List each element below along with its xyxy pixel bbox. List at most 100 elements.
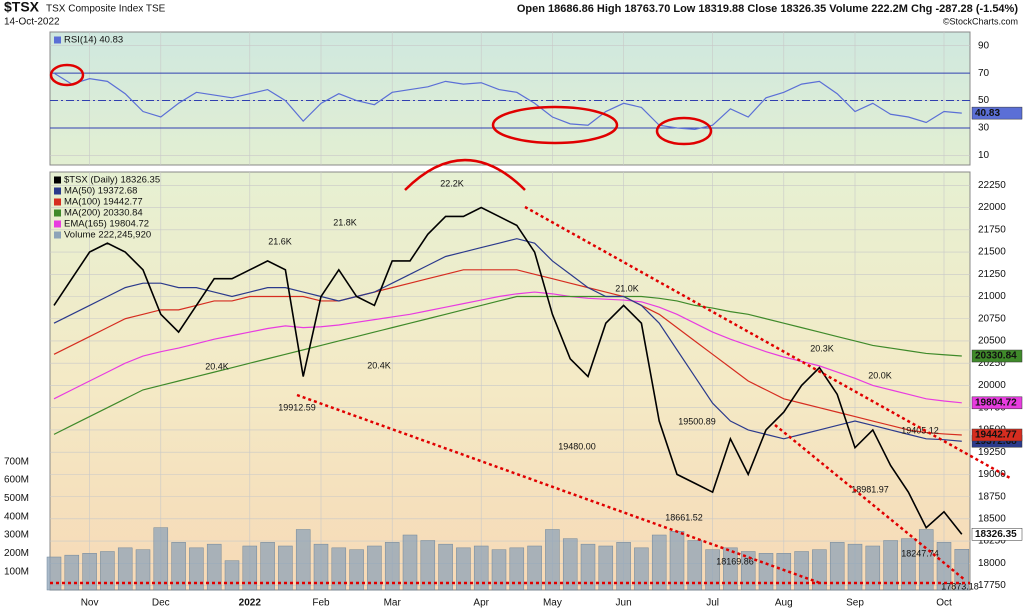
value-tag-label: 18326.35 bbox=[975, 529, 1017, 540]
volume-bar bbox=[491, 549, 507, 591]
y-tick-label: 22000 bbox=[978, 202, 1006, 213]
value-tag bbox=[971, 106, 1023, 120]
y-tick-label: 20500 bbox=[978, 336, 1006, 347]
y-tick-label: 17750 bbox=[978, 580, 1006, 591]
volume-bar bbox=[473, 545, 489, 591]
value-tag-label: 20330.84 bbox=[975, 351, 1017, 362]
price-annotation: 18981.97 bbox=[851, 484, 889, 494]
volume-bar bbox=[758, 553, 774, 591]
price-annotation: 18247.74 bbox=[901, 548, 939, 558]
legend-swatch bbox=[54, 187, 61, 195]
y-tick-label: 70 bbox=[978, 68, 990, 79]
y-tick-label: 18750 bbox=[978, 491, 1006, 502]
y-tick-label: 30 bbox=[978, 123, 990, 134]
x-tick-label: Mar bbox=[384, 598, 402, 609]
trend-line bbox=[296, 393, 821, 585]
x-tick-label: Dec bbox=[152, 598, 170, 609]
volume-bar bbox=[829, 542, 845, 591]
price-annotation: 19912.59 bbox=[278, 402, 316, 412]
volume-bar bbox=[598, 545, 614, 591]
x-tick-label: Jun bbox=[616, 598, 632, 609]
volume-bar bbox=[545, 529, 560, 591]
value-tag-label: 19804.72 bbox=[975, 397, 1017, 408]
volume-bar bbox=[295, 529, 311, 591]
volume-bar bbox=[135, 549, 151, 591]
y-tick-label: 50 bbox=[978, 95, 990, 106]
value-tag-label: 19372.68 bbox=[975, 436, 1017, 447]
volume-bar bbox=[384, 542, 400, 591]
y2-tick-label: 200M bbox=[4, 548, 29, 559]
price-annotation: 21.6K bbox=[268, 236, 292, 246]
volume-bar bbox=[812, 549, 827, 591]
marks: 10 30 50 70 90 RSI(14) 40.83 40.83 Nov Dec 2022 Fe… bbox=[4, 32, 1023, 609]
volume-bar bbox=[64, 554, 80, 591]
value-tag-label: 40.83 bbox=[975, 108, 1000, 119]
y-tick-label: 19250 bbox=[978, 447, 1006, 458]
volume-bar bbox=[402, 534, 418, 591]
volume-bar bbox=[562, 538, 578, 591]
value-tag bbox=[971, 349, 1023, 363]
x-tick-label: May bbox=[543, 598, 562, 609]
trend-line bbox=[524, 205, 1011, 480]
price-annotation: 20.4K bbox=[205, 361, 229, 371]
volume-bar bbox=[509, 547, 525, 591]
volume-bar bbox=[580, 543, 596, 591]
volume-bar bbox=[367, 545, 382, 591]
volume-bar bbox=[651, 534, 667, 591]
volume-bar bbox=[349, 549, 364, 591]
y2-tick-label: 400M bbox=[4, 511, 29, 522]
volume-bar bbox=[278, 545, 293, 591]
volume-bar bbox=[616, 542, 631, 591]
y2-tick-label: 100M bbox=[4, 566, 29, 577]
legend-label: MA(100) 19442.77 bbox=[64, 197, 143, 208]
y-tick-label: 18250 bbox=[978, 536, 1006, 547]
price-panel bbox=[49, 171, 971, 591]
volume-bar bbox=[847, 543, 863, 591]
price-annotation: 18169.86 bbox=[716, 556, 754, 566]
volume-bar bbox=[171, 542, 186, 591]
x-tick-label: Jul bbox=[706, 598, 719, 609]
legend-label: MA(50) 19372.68 bbox=[64, 186, 137, 197]
volume-bar bbox=[100, 551, 115, 591]
x-tick-label: Feb bbox=[312, 598, 330, 609]
y-tick-label: 20250 bbox=[978, 358, 1006, 369]
volume-bar bbox=[117, 547, 133, 591]
volume-bar bbox=[865, 545, 881, 591]
y2-tick-label: 600M bbox=[4, 475, 29, 486]
value-tag-label: 19442.77 bbox=[975, 430, 1017, 441]
legend-swatch bbox=[54, 220, 61, 228]
price-annotation: 19405.12 bbox=[901, 425, 939, 435]
legend-label: MA(200) 20330.84 bbox=[64, 208, 143, 219]
x-tick-label: Sep bbox=[846, 598, 864, 609]
price-annotation: 20.3K bbox=[810, 343, 834, 353]
series-line bbox=[53, 295, 962, 435]
volume-bar bbox=[527, 545, 542, 591]
price-annotation: 20.4K bbox=[367, 360, 391, 370]
price-annotation: 17873.18 bbox=[941, 581, 979, 591]
volume-bar bbox=[438, 543, 453, 591]
volume-bar bbox=[705, 549, 720, 591]
volume-bar bbox=[206, 543, 222, 591]
credit: ©StockCharts.com bbox=[943, 16, 1018, 26]
x-tick-label: Apr bbox=[473, 598, 489, 609]
y-tick-label: 18000 bbox=[978, 558, 1006, 569]
volume-bar bbox=[224, 560, 240, 591]
y2-tick-label: 500M bbox=[4, 493, 29, 504]
legend-swatch bbox=[54, 209, 61, 217]
volume-bar bbox=[456, 547, 471, 591]
symbol: $TSX bbox=[4, 0, 40, 15]
series-line bbox=[53, 269, 962, 436]
price-annotation: 20.0K bbox=[868, 370, 892, 380]
y-tick-label: 10 bbox=[978, 150, 990, 161]
y-tick-label: 21750 bbox=[978, 224, 1006, 235]
legend-swatch bbox=[54, 36, 61, 44]
volume-bar bbox=[794, 551, 809, 591]
volume-bar bbox=[242, 545, 258, 591]
date: 14-Oct-2022 bbox=[4, 17, 60, 28]
value-tag bbox=[971, 396, 1023, 410]
volume-bar bbox=[901, 538, 916, 591]
volume-bar bbox=[883, 540, 898, 591]
legend-swatch bbox=[54, 198, 61, 206]
volume-bar bbox=[954, 549, 970, 591]
